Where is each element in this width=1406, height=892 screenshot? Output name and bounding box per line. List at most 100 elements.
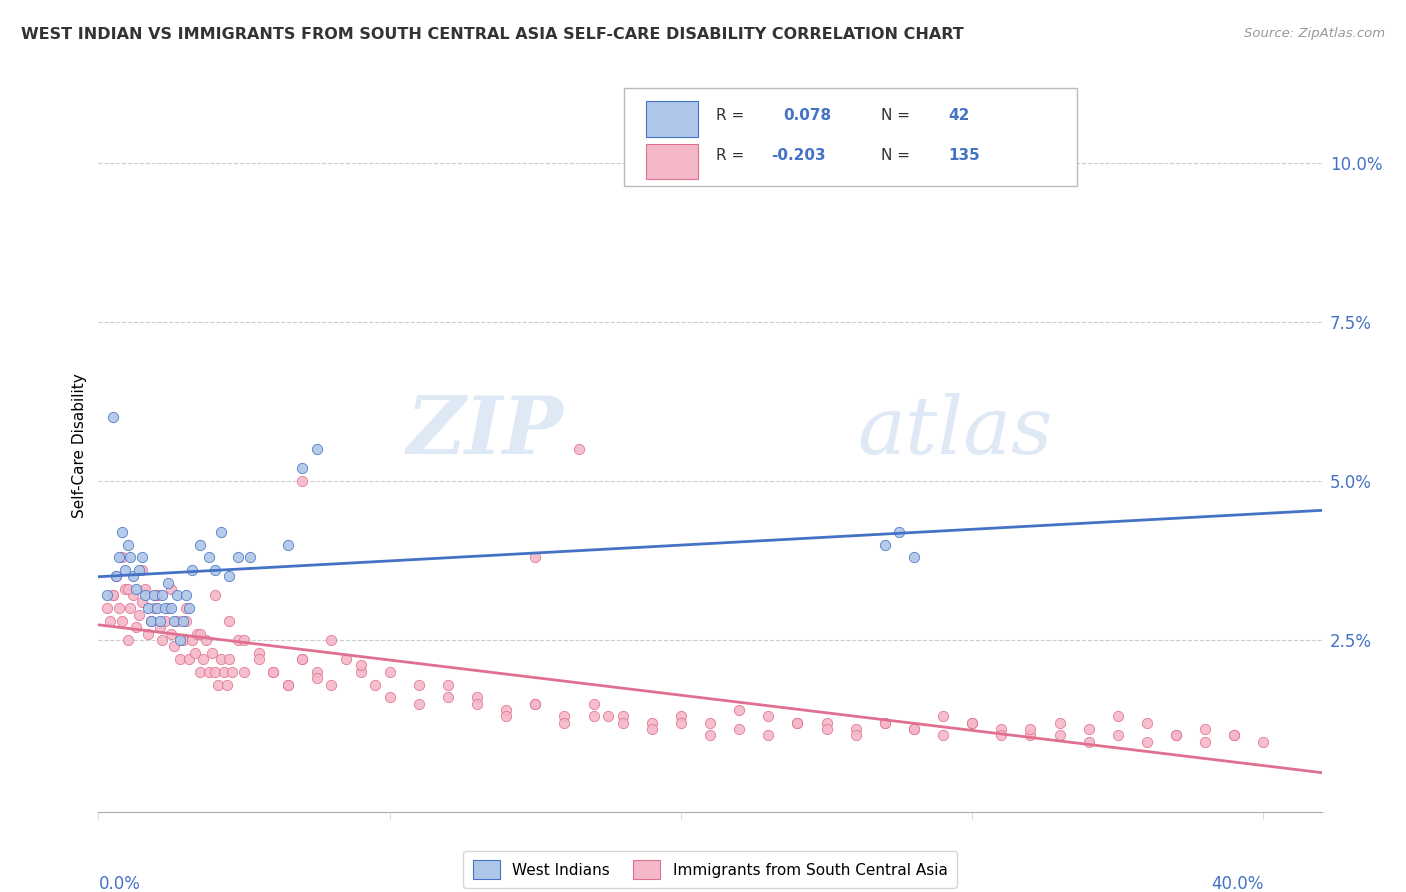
Point xyxy=(117,632,139,647)
Point xyxy=(524,697,547,711)
Point xyxy=(218,569,240,583)
Point xyxy=(932,709,955,723)
Point xyxy=(98,614,121,628)
Point xyxy=(233,665,256,679)
Text: 0.078: 0.078 xyxy=(783,108,831,123)
Point xyxy=(291,461,314,475)
Point xyxy=(669,709,692,723)
Point xyxy=(177,601,200,615)
Point xyxy=(160,582,183,596)
Point xyxy=(786,715,808,730)
Point xyxy=(169,652,191,666)
Point xyxy=(1223,728,1246,742)
Point xyxy=(101,589,124,603)
Point xyxy=(1223,728,1246,742)
Point xyxy=(903,550,925,565)
Point xyxy=(612,715,634,730)
Point xyxy=(198,550,221,565)
Point xyxy=(465,697,488,711)
Point xyxy=(186,626,208,640)
Point xyxy=(149,620,172,634)
Point xyxy=(756,728,779,742)
Point xyxy=(1107,709,1129,723)
Point xyxy=(465,690,488,705)
Point xyxy=(96,601,118,615)
Point xyxy=(131,563,153,577)
Point xyxy=(1049,728,1071,742)
Point xyxy=(207,677,229,691)
Point xyxy=(188,626,212,640)
Point xyxy=(198,665,221,679)
Point xyxy=(1164,728,1187,742)
Point xyxy=(188,665,212,679)
Point xyxy=(209,652,232,666)
Point xyxy=(960,715,983,730)
Point xyxy=(195,632,218,647)
Point xyxy=(495,703,517,717)
Point xyxy=(142,601,165,615)
Point xyxy=(305,442,328,457)
Point xyxy=(873,715,896,730)
Point xyxy=(218,614,240,628)
Point xyxy=(209,524,232,539)
Point xyxy=(136,626,159,640)
Point xyxy=(160,626,183,640)
Y-axis label: Self-Care Disability: Self-Care Disability xyxy=(72,374,87,518)
Point xyxy=(669,715,692,730)
Point xyxy=(117,582,139,596)
Point xyxy=(378,665,401,679)
Text: 135: 135 xyxy=(949,148,980,163)
Point xyxy=(111,524,134,539)
Point xyxy=(174,614,197,628)
Bar xyxy=(647,102,697,136)
Point xyxy=(1077,722,1099,736)
Point xyxy=(226,632,249,647)
Point xyxy=(437,690,460,705)
Point xyxy=(114,563,136,577)
Point xyxy=(1194,735,1216,749)
Point xyxy=(108,601,131,615)
Point xyxy=(786,715,808,730)
Point xyxy=(1136,715,1159,730)
Point xyxy=(212,665,235,679)
Point xyxy=(291,474,314,488)
Point xyxy=(204,665,226,679)
Point xyxy=(172,614,194,628)
Point xyxy=(155,601,177,615)
Point xyxy=(193,652,215,666)
Legend: West Indians, Immigrants from South Central Asia: West Indians, Immigrants from South Cent… xyxy=(464,851,956,888)
Point xyxy=(136,601,159,615)
Point xyxy=(226,550,249,565)
Point xyxy=(335,652,357,666)
Point xyxy=(932,728,955,742)
Point xyxy=(524,697,547,711)
Point xyxy=(134,589,156,603)
Text: N =: N = xyxy=(882,148,910,163)
Point xyxy=(131,550,153,565)
Text: N =: N = xyxy=(882,108,910,123)
Point xyxy=(728,703,751,717)
Point xyxy=(1049,715,1071,730)
Point xyxy=(321,677,343,691)
Text: atlas: atlas xyxy=(856,392,1052,470)
Point xyxy=(1194,722,1216,736)
Point xyxy=(218,652,240,666)
Point xyxy=(157,601,180,615)
Point xyxy=(111,550,134,565)
Point xyxy=(204,589,226,603)
Point xyxy=(612,709,634,723)
Point xyxy=(180,563,202,577)
Point xyxy=(568,442,591,457)
Point xyxy=(233,632,256,647)
Point xyxy=(139,614,162,628)
Text: ZIP: ZIP xyxy=(406,392,564,470)
Point xyxy=(204,563,226,577)
Point xyxy=(128,607,150,622)
Point xyxy=(873,715,896,730)
Point xyxy=(155,614,177,628)
Point xyxy=(641,722,664,736)
Point xyxy=(120,601,142,615)
Point xyxy=(990,728,1012,742)
Point xyxy=(188,538,212,552)
Point xyxy=(201,646,224,660)
